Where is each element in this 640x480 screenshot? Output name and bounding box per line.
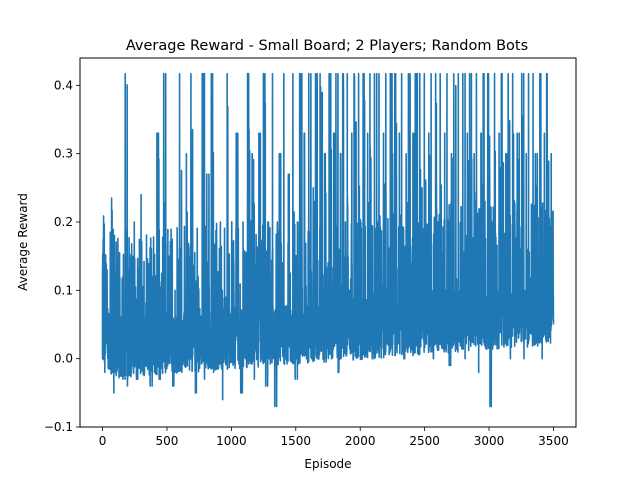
y-tick-label: −0.1 xyxy=(44,420,73,434)
x-tick-label: 0 xyxy=(99,434,107,448)
x-tick-label: 1000 xyxy=(216,434,247,448)
chart-title: Average Reward - Small Board; 2 Players;… xyxy=(126,38,528,54)
y-tick-label: 0.2 xyxy=(54,215,73,229)
plot-area xyxy=(101,72,555,408)
x-tick-label: 3500 xyxy=(538,434,569,448)
y-tick-label: 0.1 xyxy=(54,283,73,297)
series-line xyxy=(101,72,555,408)
x-tick-label: 2000 xyxy=(345,434,376,448)
plot-frame xyxy=(79,57,577,428)
x-tick-label: 3000 xyxy=(474,434,505,448)
x-axis: 0 500 1000 1500 2000 2500 3000 3500 xyxy=(99,427,569,448)
y-tick-label: 0.4 xyxy=(54,78,73,92)
x-axis-title: Episode xyxy=(304,457,351,471)
x-tick-label: 1500 xyxy=(281,434,312,448)
x-tick-label: 2500 xyxy=(409,434,440,448)
y-axis-title: Average Reward xyxy=(16,193,30,291)
y-axis: −0.1 0.0 0.1 0.2 0.3 0.4 xyxy=(44,78,80,434)
y-tick-label: 0.3 xyxy=(54,147,73,161)
x-tick-label: 500 xyxy=(156,434,179,448)
y-tick-label: 0.0 xyxy=(54,352,73,366)
